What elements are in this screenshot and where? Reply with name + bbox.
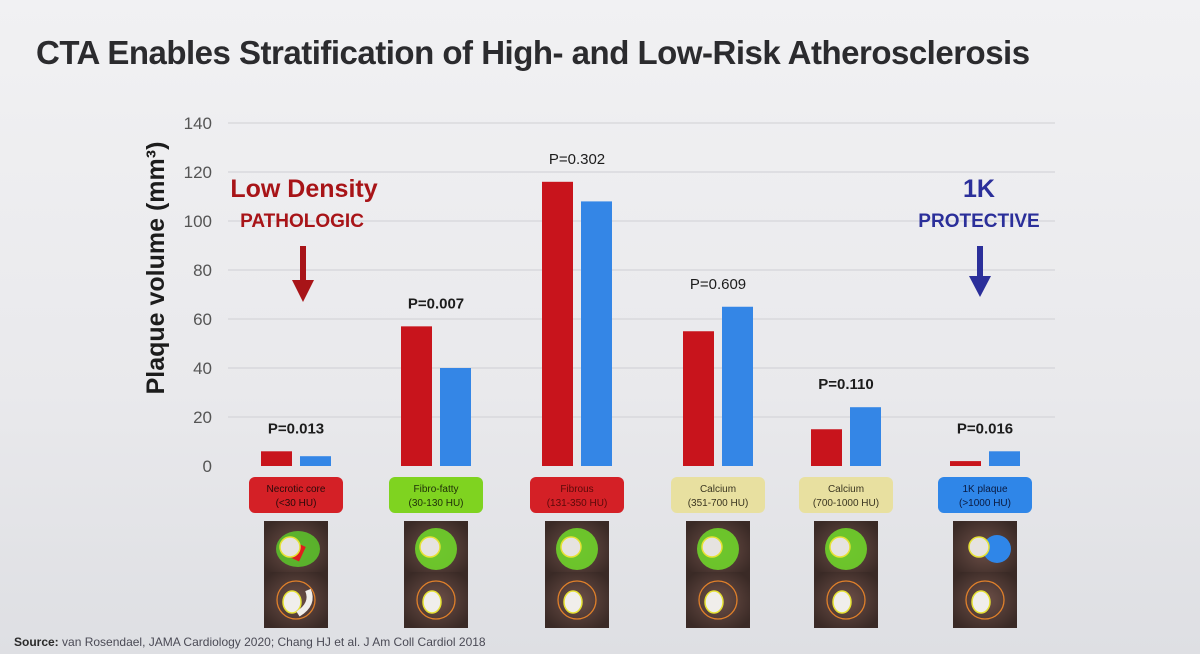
- category-box: [530, 477, 624, 513]
- y-tick-label: 40: [193, 359, 212, 378]
- bar-series-2: [722, 306, 753, 466]
- ct-scan-images: [264, 521, 1017, 628]
- bar-series-2: [440, 368, 471, 466]
- category-box: [389, 477, 483, 513]
- bar-series-2: [989, 451, 1020, 466]
- category-label: (>1000 HU): [959, 498, 1011, 509]
- category-box: [249, 477, 343, 513]
- category-box: [671, 477, 765, 513]
- down-arrow-blue-icon: [969, 246, 991, 297]
- category-label: Calcium: [828, 484, 864, 495]
- p-value-label: P=0.013: [268, 420, 324, 437]
- ct-scan-image: [545, 521, 609, 577]
- source-text: van Rosendael, JAMA Cardiology 2020; Cha…: [62, 635, 486, 649]
- p-value-label: P=0.007: [408, 295, 464, 312]
- ct-scan-image: [264, 572, 328, 628]
- y-axis-ticks: 0 20 40 60 80 100 120 140: [184, 114, 212, 476]
- y-tick-label: 60: [193, 310, 212, 329]
- one-k-title: 1K: [963, 175, 995, 203]
- y-tick-label: 140: [184, 114, 212, 133]
- category-label: 1K plaque: [962, 484, 1007, 495]
- ct-scan-image: [686, 572, 750, 628]
- low-density-subtitle: PATHOLOGIC: [240, 211, 364, 232]
- bar-series-2: [581, 201, 612, 466]
- bars: [261, 181, 1020, 467]
- bar-series-1: [542, 181, 573, 467]
- protective-annotation: 1K PROTECTIVE: [918, 175, 1040, 297]
- category-box: [799, 477, 893, 513]
- y-tick-label: 20: [193, 408, 212, 427]
- p-value-label: P=0.110: [818, 376, 873, 393]
- category-label: Calcium: [700, 484, 736, 495]
- bar-series-2: [850, 407, 881, 466]
- bar-series-1: [811, 429, 842, 466]
- grid-lines: [228, 122, 1055, 418]
- ct-scan-image: [686, 521, 750, 577]
- bar-series-2: [300, 456, 331, 466]
- source-citation: Source: van Rosendael, JAMA Cardiology 2…: [14, 635, 486, 649]
- ct-scan-image: [814, 521, 878, 577]
- category-label: (30-130 HU): [408, 498, 463, 509]
- p-value-labels: P=0.013 P=0.007 P=0.302 P=0.609 P=0.110 P=0.0…: [268, 151, 1013, 437]
- ct-scan-image: [404, 572, 468, 628]
- p-value-label: P=0.609: [690, 276, 746, 293]
- p-value-label: P=0.016: [957, 420, 1013, 437]
- bar-series-1: [261, 451, 292, 466]
- ct-scan-image: [953, 521, 1017, 577]
- ct-scan-image: [545, 572, 609, 628]
- low-density-annotation: Low Density PATHOLOGIC: [230, 175, 378, 302]
- category-label: Fibro-fatty: [413, 484, 458, 495]
- y-tick-label: 0: [203, 457, 212, 476]
- y-tick-label: 120: [184, 163, 212, 182]
- ct-scan-image: [814, 572, 878, 628]
- category-label: (<30 HU): [276, 498, 317, 509]
- ct-scan-image: [404, 521, 468, 577]
- y-tick-label: 100: [184, 212, 212, 231]
- y-axis-label: Plaque volume (mm³): [142, 142, 170, 395]
- slide-title: CTA Enables Stratification of High- and …: [36, 34, 1030, 71]
- category-label: Fibrous: [560, 484, 593, 495]
- p-value-label: P=0.302: [549, 151, 605, 168]
- category-label: Necrotic core: [267, 484, 326, 495]
- ct-scan-image: [953, 572, 1017, 628]
- one-k-subtitle: PROTECTIVE: [918, 211, 1039, 232]
- ct-scan-image: [264, 521, 328, 577]
- category-box: [938, 477, 1032, 513]
- low-density-title: Low Density: [230, 175, 377, 203]
- bar-series-1: [950, 461, 981, 466]
- bar-series-1: [683, 331, 714, 466]
- down-arrow-red-icon: [292, 246, 314, 302]
- bar-series-1: [401, 326, 432, 466]
- source-label: Source:: [14, 635, 59, 649]
- category-label: (131-350 HU): [547, 498, 608, 509]
- y-tick-label: 80: [193, 261, 212, 280]
- category-label: (700-1000 HU): [813, 498, 879, 509]
- category-label: (351-700 HU): [688, 498, 749, 509]
- category-boxes: Necrotic core (<30 HU) Fibro-fatty (30-130 …: [249, 477, 1032, 513]
